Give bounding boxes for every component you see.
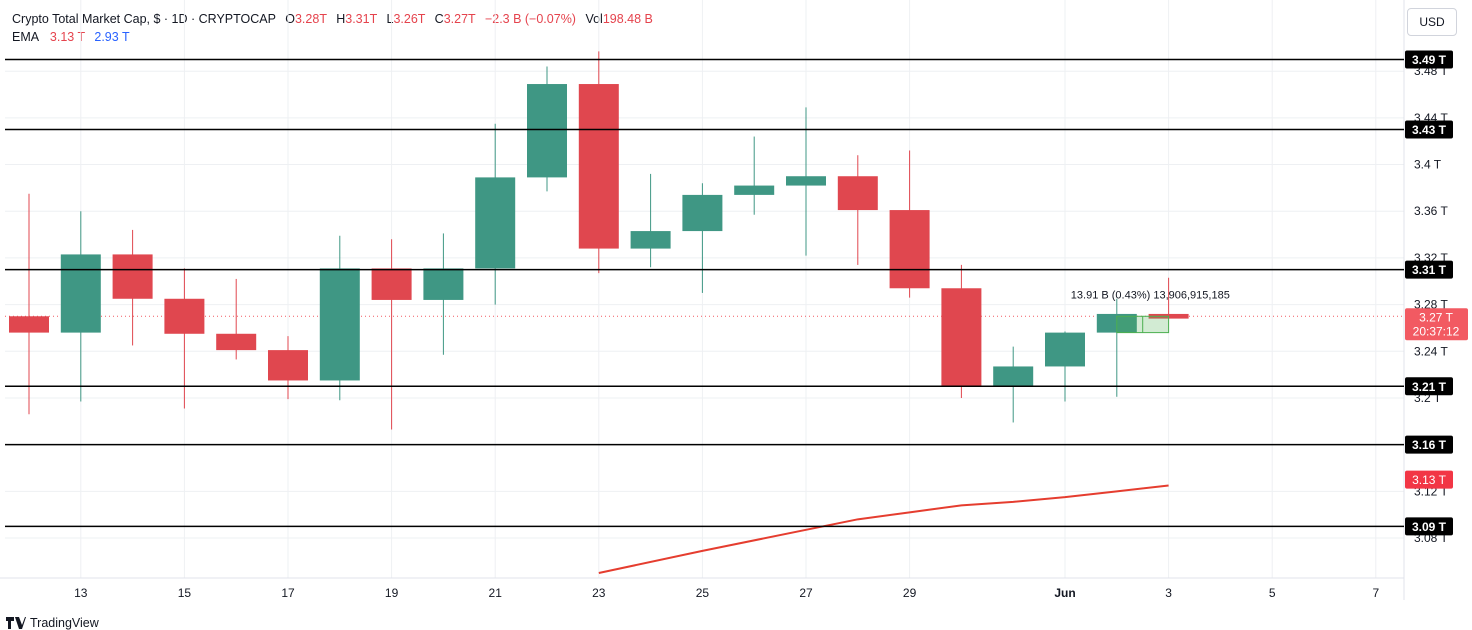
ema-label: EMA — [12, 30, 39, 44]
level-price-label: 3.49 T — [1412, 53, 1447, 67]
y-tick-label: 3.24 T — [1414, 344, 1448, 358]
current-price-label: 3.27 T — [1419, 310, 1453, 324]
high-label: H — [336, 12, 346, 26]
current-price-tag — [1405, 308, 1468, 341]
ema-price-label: 3.13 T — [1412, 473, 1446, 487]
ema-legend[interactable]: EMA 3.13 T 2.93 T — [12, 30, 130, 44]
low-value: 3.26T — [393, 12, 426, 26]
x-tick-label: 15 — [178, 586, 192, 600]
x-tick-label: 21 — [489, 586, 503, 600]
candle-body[interactable] — [112, 254, 153, 299]
x-tick-label: 23 — [592, 586, 606, 600]
currency-button[interactable]: USD — [1407, 8, 1457, 36]
ema-price-tag — [1405, 470, 1453, 489]
level-price-tag — [1405, 50, 1453, 69]
candle-body[interactable] — [319, 268, 360, 381]
candle-body[interactable] — [682, 194, 723, 232]
ema-line[interactable] — [598, 484, 1169, 574]
candle-body[interactable] — [216, 333, 257, 351]
level-price-tag — [1405, 260, 1453, 279]
low-label: L — [386, 12, 394, 26]
candle-body[interactable] — [1045, 332, 1085, 367]
candle-body[interactable] — [941, 288, 982, 387]
candle-body[interactable] — [475, 177, 516, 269]
close-value: 3.27T — [443, 12, 476, 26]
candle-body[interactable] — [786, 176, 826, 186]
level-price-tag — [1405, 435, 1453, 454]
candle-body[interactable] — [630, 231, 671, 249]
level-price-label: 3.43 T — [1412, 123, 1447, 137]
level-price-tag — [1405, 120, 1453, 139]
x-tick-label: 19 — [385, 586, 399, 600]
candle-body[interactable] — [371, 268, 412, 300]
change-value: −2.3 B (−0.07%) — [484, 12, 576, 26]
level-price-label: 3.09 T — [1412, 520, 1447, 534]
tradingview-logo-icon — [6, 617, 26, 629]
x-tick-label: Jun — [1054, 586, 1075, 600]
x-tick-label: 27 — [799, 586, 813, 600]
candle-body[interactable] — [164, 298, 205, 334]
level-price-tag — [1405, 377, 1453, 396]
x-tick-label: 29 — [903, 586, 917, 600]
ema-value-1: 3.13 T — [49, 30, 85, 44]
x-tick-label: 25 — [696, 586, 710, 600]
candle-body[interactable] — [423, 268, 464, 300]
x-tick-label: 13 — [74, 586, 88, 600]
ohlc-legend: Crypto Total Market Cap, $ · 1D · CRYPTO… — [12, 12, 653, 26]
candle-body[interactable] — [268, 350, 308, 381]
candle-countdown: 20:37:12 — [1413, 324, 1460, 338]
x-tick-label: 3 — [1165, 586, 1172, 600]
candle-body[interactable] — [578, 84, 619, 249]
level-price-tag — [1405, 517, 1453, 536]
symbol-title: Crypto Total Market Cap, $ · 1D · CRYPTO… — [12, 12, 276, 26]
y-tick-label: 3.28 T — [1414, 298, 1448, 312]
candle-body[interactable] — [889, 210, 930, 289]
measure-label: 13.91 B (0.43%) 13,906,915,185 — [1071, 289, 1230, 301]
candle-body[interactable] — [527, 84, 567, 178]
x-tick-label: 7 — [1372, 586, 1379, 600]
candle-body[interactable] — [837, 176, 878, 211]
x-tick-label: 5 — [1269, 586, 1276, 600]
y-tick-label: 3.36 T — [1414, 204, 1448, 218]
level-price-label: 3.21 T — [1412, 380, 1447, 394]
candle-body[interactable] — [9, 316, 49, 333]
open-value: 3.28T — [294, 12, 327, 26]
candle-body[interactable] — [60, 254, 101, 333]
close-label: C — [434, 12, 444, 26]
open-label: O — [285, 12, 295, 26]
y-tick-label: 3.4 T — [1414, 158, 1442, 172]
candle-body[interactable] — [734, 185, 775, 195]
x-tick-label: 17 — [281, 586, 295, 600]
candle-body[interactable] — [993, 366, 1034, 387]
high-value: 3.31T — [345, 12, 377, 26]
volume-value: 198.48 B — [602, 12, 653, 26]
tradingview-logo[interactable]: TradingView — [6, 616, 99, 630]
tradingview-brand-text: TradingView — [30, 616, 99, 630]
level-price-label: 3.16 T — [1412, 438, 1447, 452]
ema-value-2: 2.93 T — [94, 30, 130, 44]
level-price-label: 3.31 T — [1412, 263, 1447, 277]
